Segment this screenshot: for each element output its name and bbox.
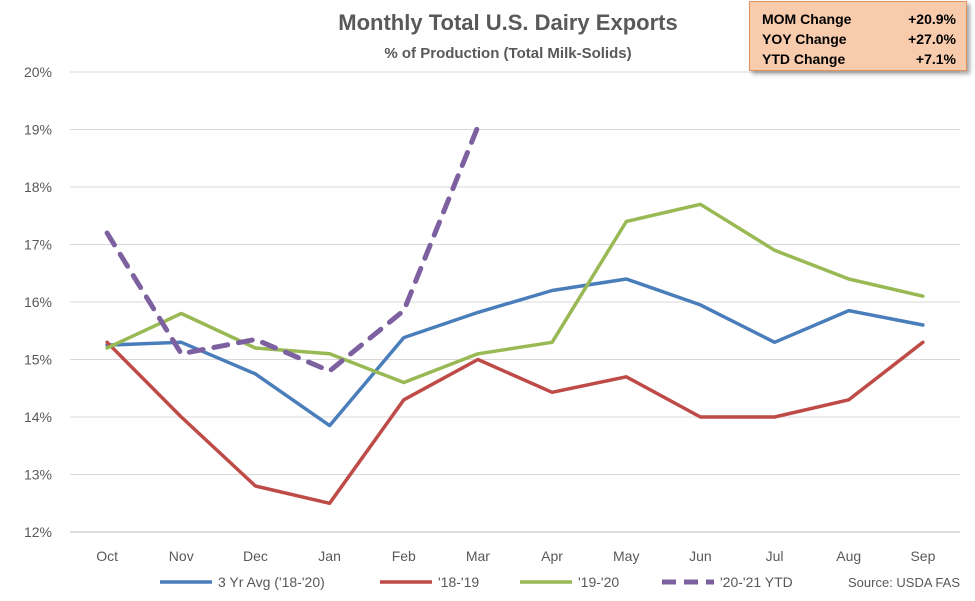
- series-line: [105, 277, 925, 428]
- y-tick-label: 13%: [24, 467, 52, 483]
- y-tick-label: 16%: [24, 294, 52, 310]
- stat-value: +27.0%: [908, 31, 956, 47]
- x-tick-label: Jul: [766, 548, 784, 564]
- legend: 3 Yr Avg ('18-'20) '18-'19 '19-'20 '20-'21 …: [160, 574, 793, 590]
- change-stats-box: MOM Change +20.9% YOY Change +27.0% YTD …: [749, 1, 967, 71]
- chart-title: Monthly Total U.S. Dairy Exports: [338, 10, 677, 35]
- x-tick-label: Aug: [836, 548, 861, 564]
- y-tick-label: 15%: [24, 352, 52, 368]
- x-tick-label: Sep: [910, 548, 935, 564]
- legend-label: 3 Yr Avg ('18-'20): [218, 574, 325, 590]
- series-line: [104, 124, 481, 374]
- stat-label: YOY Change: [762, 31, 847, 47]
- source-note: Source: USDA FAS: [848, 575, 960, 590]
- y-tick-label: 19%: [24, 122, 52, 138]
- x-tick-label: Jun: [689, 548, 712, 564]
- x-tick-label: Nov: [169, 548, 194, 564]
- stat-row-yoy: YOY Change +27.0%: [762, 29, 956, 49]
- x-tick-label: Apr: [541, 548, 563, 564]
- stat-value: +20.9%: [908, 11, 956, 27]
- legend-label: '18-'19: [438, 574, 479, 590]
- gridlines: [70, 71, 960, 475]
- legend-label: '19-'20: [578, 574, 619, 590]
- x-axis-ticks: Oct Nov Dec Jan Feb Mar Apr May Jun Jul Aug Sep: [96, 548, 935, 564]
- series-lines: [104, 124, 925, 506]
- series-line: [105, 202, 925, 385]
- series-line: [105, 340, 925, 506]
- x-tick-label: Dec: [243, 548, 268, 564]
- y-tick-label: 14%: [24, 409, 52, 425]
- y-tick-label: 17%: [24, 237, 52, 253]
- x-tick-label: Jan: [318, 548, 341, 564]
- stat-label: MOM Change: [762, 11, 852, 27]
- x-tick-label: Feb: [392, 548, 416, 564]
- y-tick-label: 18%: [24, 179, 52, 195]
- stat-value: +7.1%: [915, 51, 956, 67]
- y-tick-label: 12%: [24, 524, 52, 540]
- x-tick-label: Mar: [466, 548, 490, 564]
- chart-subtitle: % of Production (Total Milk-Solids): [384, 45, 631, 62]
- stat-row-ytd: YTD Change +7.1%: [762, 49, 956, 69]
- legend-label: '20-'21 YTD: [720, 574, 793, 590]
- x-tick-label: Oct: [96, 548, 118, 564]
- stat-label: YTD Change: [762, 51, 846, 67]
- x-tick-label: May: [613, 548, 639, 564]
- y-tick-label: 20%: [24, 64, 52, 80]
- stat-row-mom: MOM Change +20.9%: [762, 9, 956, 29]
- y-axis-ticks: 12% 13% 14% 15% 16% 17% 18% 19% 20%: [24, 64, 52, 540]
